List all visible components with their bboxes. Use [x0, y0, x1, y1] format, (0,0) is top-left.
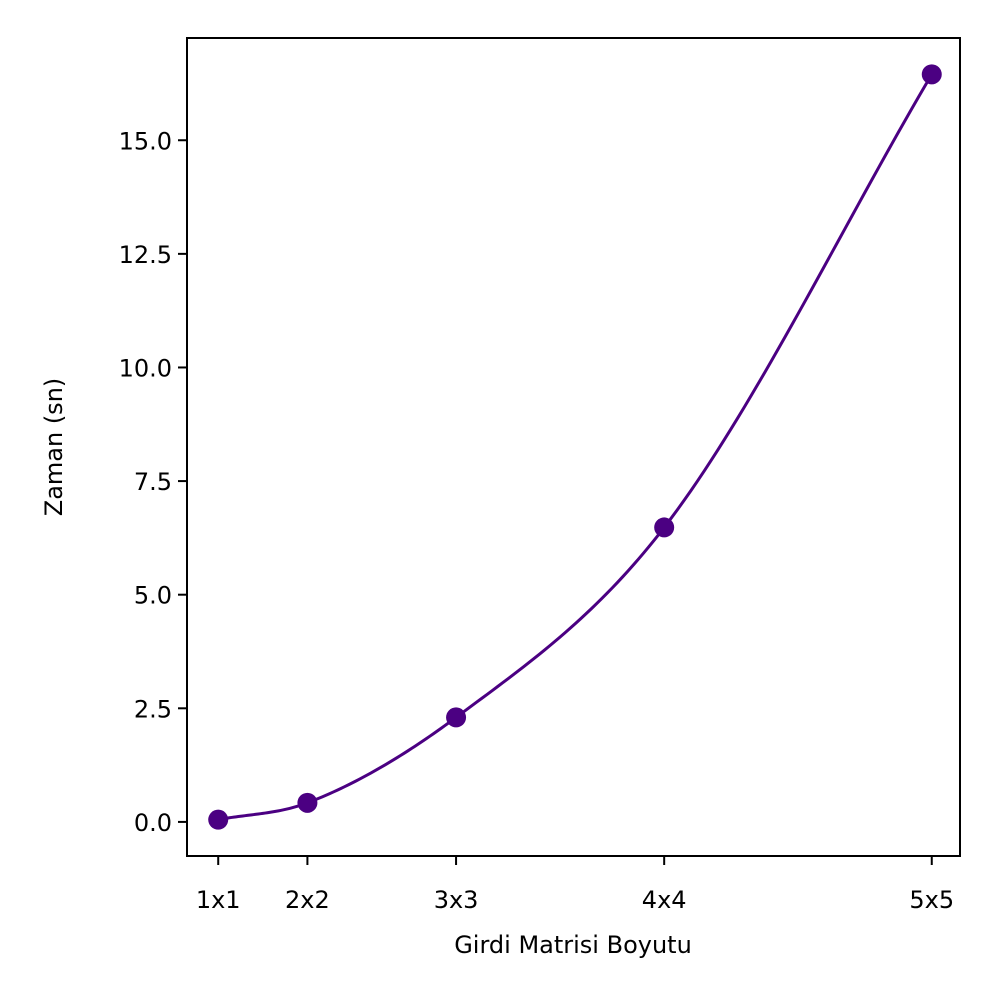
- data-point: [921, 64, 942, 85]
- x-axis-label: Girdi Matrisi Boyutu: [454, 931, 692, 959]
- data-point: [446, 707, 467, 728]
- y-tick-label: 0.0: [134, 809, 172, 837]
- x-tick-label: 2x2: [285, 886, 330, 914]
- data-point: [208, 809, 229, 830]
- y-axis-ticks: 0.0 2.5 5.0 7.5 10.0 12.5 15.0: [119, 127, 187, 837]
- x-tick-label: 1x1: [196, 886, 241, 914]
- y-tick-label: 12.5: [119, 241, 172, 269]
- y-tick-label: 10.0: [119, 354, 172, 382]
- x-axis-ticks: 1x1 2x2 3x3 4x4 5x5: [196, 856, 954, 914]
- x-tick-label: 3x3: [434, 886, 479, 914]
- y-tick-label: 15.0: [119, 127, 172, 155]
- plot-frame: [186, 37, 961, 857]
- x-tick-label: 4x4: [642, 886, 687, 914]
- data-point: [297, 792, 318, 813]
- data-point: [654, 517, 675, 538]
- series-line: [217, 73, 934, 822]
- x-tick-label: 5x5: [909, 886, 954, 914]
- y-tick-label: 5.0: [134, 582, 172, 610]
- y-tick-label: 2.5: [134, 695, 172, 723]
- y-axis-label: Zaman (sn): [40, 378, 68, 517]
- y-tick-label: 7.5: [134, 468, 172, 496]
- data-markers: [208, 64, 942, 830]
